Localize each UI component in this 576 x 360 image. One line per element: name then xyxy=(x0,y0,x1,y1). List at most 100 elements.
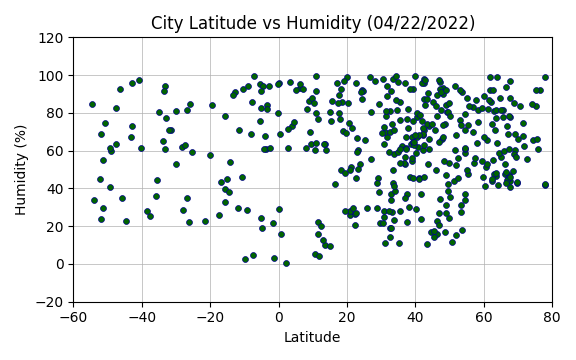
Point xyxy=(392,107,401,113)
Point xyxy=(451,162,460,168)
Point xyxy=(402,116,411,122)
Point xyxy=(420,102,429,108)
Point xyxy=(438,136,447,142)
Point xyxy=(457,203,466,208)
Point xyxy=(403,219,412,225)
Point xyxy=(389,183,399,189)
Point xyxy=(415,112,424,118)
Point xyxy=(394,240,403,246)
Point xyxy=(360,137,369,143)
Point xyxy=(313,220,323,225)
Point xyxy=(419,132,428,138)
Point xyxy=(480,93,489,99)
Point xyxy=(400,80,410,86)
X-axis label: Latitude: Latitude xyxy=(284,331,342,345)
Point xyxy=(449,178,458,184)
Point xyxy=(327,98,336,104)
Point xyxy=(321,147,331,153)
Point xyxy=(182,107,191,113)
Point xyxy=(501,170,510,175)
Point xyxy=(327,118,336,124)
Point xyxy=(396,117,405,122)
Point xyxy=(531,87,540,93)
Point xyxy=(357,89,366,95)
Point xyxy=(403,126,412,131)
Point xyxy=(374,102,383,107)
Point xyxy=(207,102,217,108)
Point xyxy=(410,139,419,145)
Point xyxy=(407,155,416,161)
Point xyxy=(171,161,180,167)
Point xyxy=(346,208,355,213)
Point xyxy=(373,206,382,211)
Point xyxy=(312,140,321,146)
Point xyxy=(425,136,434,142)
Point xyxy=(393,79,402,85)
Point xyxy=(246,131,255,137)
Point xyxy=(502,180,511,185)
Point xyxy=(340,208,350,214)
Point xyxy=(375,220,384,226)
Point xyxy=(378,220,388,226)
Point xyxy=(435,79,445,85)
Point xyxy=(497,107,506,113)
Point xyxy=(442,87,451,93)
Point xyxy=(396,208,405,214)
Point xyxy=(505,178,514,184)
Point xyxy=(359,88,368,94)
Point xyxy=(419,80,428,86)
Point xyxy=(345,212,354,218)
Point xyxy=(408,134,417,139)
Point xyxy=(382,134,391,139)
Point xyxy=(382,93,392,99)
Point xyxy=(503,131,513,137)
Point xyxy=(447,239,456,245)
Point xyxy=(380,141,389,147)
Point xyxy=(503,176,513,181)
Point xyxy=(248,252,257,258)
Point xyxy=(492,107,501,113)
Point xyxy=(409,142,418,148)
Point xyxy=(445,194,454,200)
Point xyxy=(412,114,422,120)
Point xyxy=(451,233,460,238)
Point xyxy=(478,158,487,164)
Point xyxy=(456,122,465,128)
Point xyxy=(518,133,528,139)
Point xyxy=(408,86,418,92)
Point xyxy=(388,76,397,82)
Point xyxy=(275,131,285,136)
Point xyxy=(320,242,329,248)
Point xyxy=(460,127,469,133)
Point xyxy=(484,106,493,112)
Point xyxy=(374,189,383,195)
Point xyxy=(454,155,463,161)
Point xyxy=(432,231,441,237)
Point xyxy=(412,134,422,140)
Point xyxy=(535,87,544,93)
Point xyxy=(396,160,405,166)
Point xyxy=(346,165,355,170)
Point xyxy=(509,168,518,174)
Point xyxy=(430,234,439,240)
Point xyxy=(480,183,489,189)
Point xyxy=(419,125,428,131)
Point xyxy=(288,123,297,129)
Point xyxy=(312,88,321,94)
Point xyxy=(255,81,264,86)
Point xyxy=(405,86,414,92)
Point xyxy=(390,127,399,133)
Point xyxy=(282,260,291,266)
Point xyxy=(505,114,514,120)
Point xyxy=(206,152,215,158)
Point xyxy=(357,87,366,93)
Point xyxy=(378,130,387,135)
Point xyxy=(185,220,194,225)
Point xyxy=(431,103,441,108)
Point xyxy=(301,145,310,150)
Point xyxy=(413,144,422,150)
Point xyxy=(290,120,299,125)
Point xyxy=(433,93,442,98)
Point xyxy=(532,136,541,141)
Point xyxy=(179,207,188,213)
